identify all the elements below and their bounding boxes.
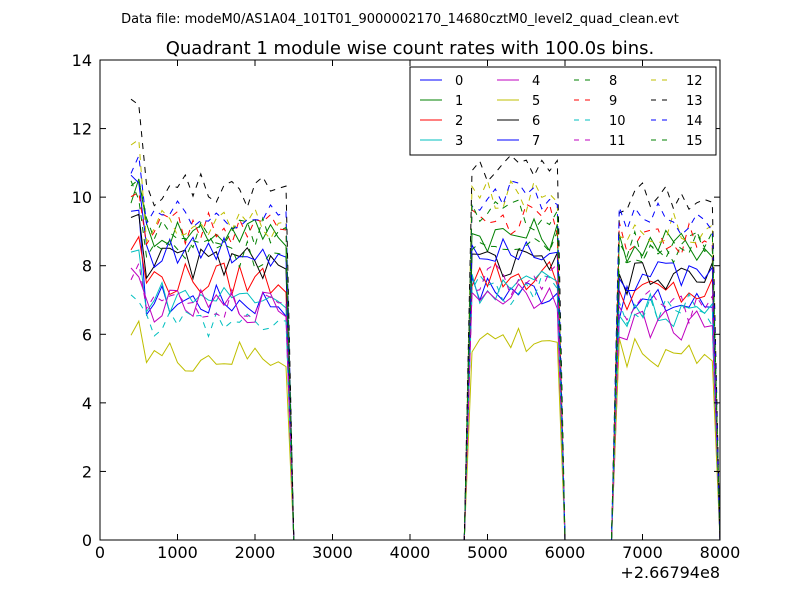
y-tick-label: 4	[82, 394, 92, 413]
legend-label-1: 1	[455, 94, 463, 109]
series-line-9	[130, 191, 721, 541]
series-line-15	[130, 178, 721, 541]
series-line-1	[130, 178, 721, 541]
legend-label-15: 15	[686, 134, 703, 149]
series-line-4	[130, 267, 721, 541]
plot-lines	[130, 98, 721, 541]
axis-ticks: 0 1000 2000 3000 4000 5000 6000 7000 80000246810…	[72, 51, 741, 562]
y-tick-label: 10	[72, 188, 92, 207]
x-tick-label: 5000	[467, 543, 508, 562]
legend-label-11: 11	[609, 134, 626, 149]
legend-label-2: 2	[455, 114, 463, 129]
legend-label-6: 6	[532, 114, 540, 129]
series-line-2	[130, 235, 721, 541]
x-tick-label: 4000	[390, 543, 431, 562]
y-tick-label: 14	[72, 51, 92, 70]
x-tick-label: 6000	[545, 543, 586, 562]
legend-label-5: 5	[532, 94, 540, 109]
legend-label-9: 9	[609, 94, 617, 109]
series-line-7	[130, 174, 721, 541]
y-tick-label: 6	[82, 325, 92, 344]
chart-title: Quadrant 1 module wise count rates with …	[166, 38, 655, 59]
y-tick-label: 8	[82, 257, 92, 276]
legend-label-0: 0	[455, 74, 463, 89]
x-tick-label: 7000	[622, 543, 663, 562]
series-line-13	[130, 98, 721, 541]
legend-label-3: 3	[455, 134, 463, 149]
x-tick-label: 0	[95, 543, 105, 562]
y-tick-label: 0	[82, 531, 92, 550]
y-tick-label: 12	[72, 120, 92, 139]
x-tick-label: 3000	[312, 543, 353, 562]
series-line-8	[130, 180, 721, 541]
x-tick-label: 8000	[700, 543, 741, 562]
series-line-5	[130, 319, 721, 541]
legend-label-12: 12	[686, 74, 703, 89]
series-line-11	[130, 261, 721, 541]
legend-label-14: 14	[686, 114, 703, 129]
x-offset-label: +2.66794e8	[620, 563, 720, 582]
series-line-6	[130, 213, 721, 541]
legend-label-8: 8	[609, 74, 617, 89]
legend-label-4: 4	[532, 74, 540, 89]
legend-label-13: 13	[686, 94, 703, 109]
legend-label-7: 7	[532, 134, 540, 149]
series-line-12	[130, 138, 721, 541]
legend-label-10: 10	[609, 114, 626, 129]
x-tick-label: 1000	[157, 543, 198, 562]
series-line-14	[130, 153, 721, 541]
y-tick-label: 2	[82, 462, 92, 481]
chart-suptitle: Data file: modeM0/AS1A04_101T01_90000021…	[121, 12, 679, 27]
x-tick-label: 2000	[235, 543, 276, 562]
